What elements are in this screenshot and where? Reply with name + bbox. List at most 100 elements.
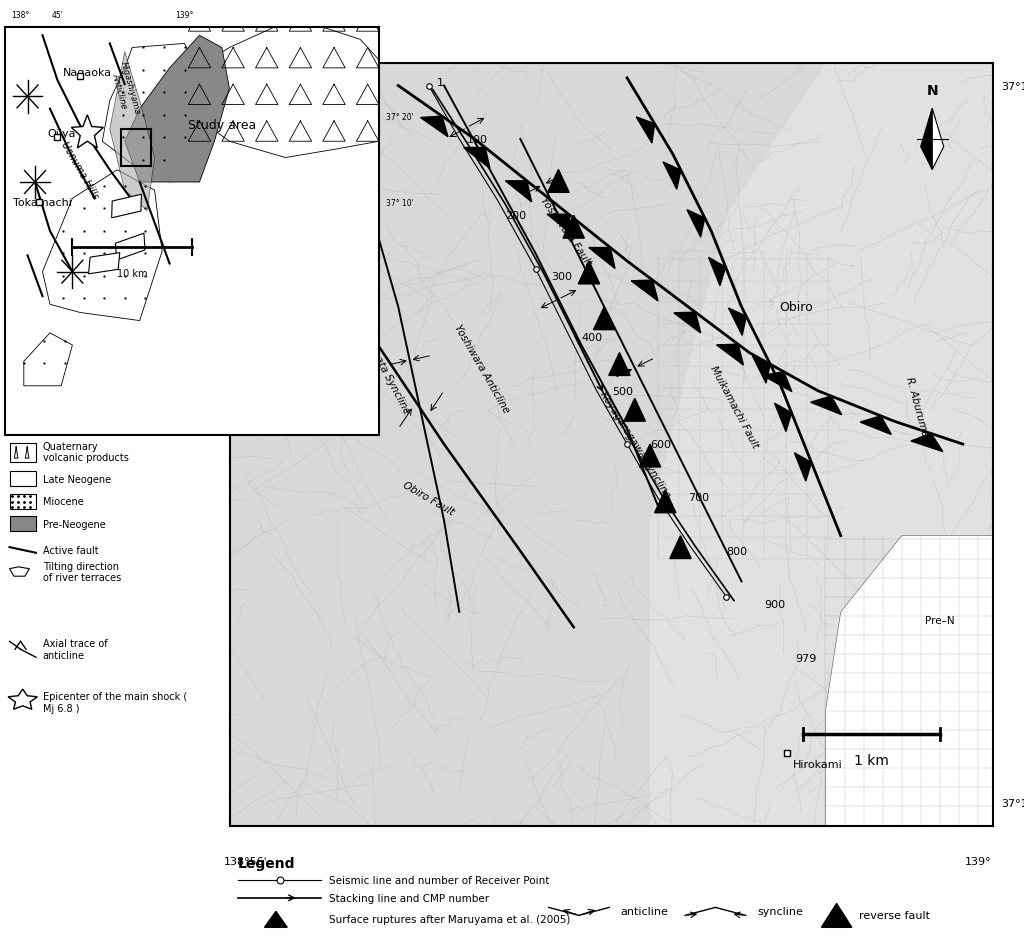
Bar: [121, 130, 151, 167]
Text: Uonuma Hills: Uonuma Hills: [59, 140, 100, 201]
Polygon shape: [860, 417, 891, 435]
Text: Ojiya: Ojiya: [47, 129, 76, 139]
Polygon shape: [184, 28, 379, 158]
Text: 138°56': 138°56': [224, 856, 267, 866]
Polygon shape: [674, 313, 700, 333]
Polygon shape: [624, 399, 645, 422]
Polygon shape: [594, 307, 614, 330]
Polygon shape: [125, 37, 229, 183]
Polygon shape: [650, 64, 993, 826]
Polygon shape: [548, 170, 569, 193]
Text: Study area: Study area: [187, 119, 256, 132]
Text: Higashiyama
Anticline: Higashiyama Anticline: [109, 60, 141, 118]
Text: Obiro: Obiro: [779, 301, 813, 314]
Polygon shape: [547, 215, 573, 236]
Polygon shape: [42, 170, 162, 321]
Text: Muikamachi Fault: Muikamachi Fault: [708, 363, 760, 449]
Text: 37° 10': 37° 10': [386, 198, 414, 208]
Polygon shape: [709, 258, 726, 286]
Text: Yoshiwara Fault: Yoshiwara Fault: [539, 195, 594, 268]
Polygon shape: [24, 333, 73, 387]
Polygon shape: [506, 182, 531, 202]
Polygon shape: [687, 211, 705, 238]
Text: 600: 600: [650, 440, 671, 449]
Polygon shape: [112, 195, 141, 219]
Polygon shape: [717, 344, 743, 366]
Text: Late Neogene: Late Neogene: [43, 475, 111, 484]
Polygon shape: [639, 445, 660, 467]
Polygon shape: [464, 148, 489, 169]
Text: Surface ruptures after Maruyama et al. (2005): Surface ruptures after Maruyama et al. (…: [329, 914, 570, 925]
Polygon shape: [811, 397, 842, 416]
Text: 400: 400: [582, 333, 602, 343]
Text: Tokamachi: Tokamachi: [13, 198, 72, 208]
Text: Axial trace of
anticline: Axial trace of anticline: [43, 638, 108, 661]
Polygon shape: [670, 536, 691, 559]
Polygon shape: [102, 44, 200, 183]
Text: 200: 200: [505, 211, 526, 221]
Text: 37°15': 37°15': [1000, 797, 1024, 808]
Bar: [9, 517, 36, 532]
Text: Koyagaragawa Syncline: Koyagaragawa Syncline: [598, 389, 672, 500]
Polygon shape: [921, 110, 932, 170]
Text: syncline: syncline: [757, 906, 803, 916]
Text: Obiro Fault: Obiro Fault: [401, 479, 456, 517]
Polygon shape: [825, 536, 993, 826]
Polygon shape: [579, 262, 600, 285]
Polygon shape: [88, 254, 120, 274]
Polygon shape: [753, 357, 770, 384]
Text: Tilting direction
of river terraces: Tilting direction of river terraces: [43, 561, 121, 583]
Polygon shape: [821, 903, 852, 928]
Bar: [9, 494, 36, 509]
Text: 1 km: 1 km: [854, 753, 889, 768]
Text: 139°: 139°: [175, 11, 194, 21]
Polygon shape: [728, 309, 746, 336]
Polygon shape: [609, 353, 630, 376]
Text: 979: 979: [795, 653, 816, 663]
Polygon shape: [763, 373, 792, 392]
Polygon shape: [563, 216, 585, 239]
Text: anticline: anticline: [621, 906, 669, 916]
Text: 10 km: 10 km: [117, 269, 147, 278]
Text: Epicenter of the main shock (
Mj 6.8 ): Epicenter of the main shock ( Mj 6.8 ): [43, 692, 186, 713]
Text: Quaternary
volcanic products: Quaternary volcanic products: [43, 441, 128, 463]
Polygon shape: [774, 403, 792, 432]
Text: 500: 500: [612, 387, 633, 396]
Polygon shape: [911, 434, 943, 452]
Text: Yoshiwara Anticline: Yoshiwara Anticline: [453, 322, 512, 415]
Text: reverse fault: reverse fault: [859, 911, 931, 920]
Text: Miocene: Miocene: [43, 497, 83, 506]
Text: 700: 700: [688, 493, 710, 503]
Text: Koshimata Syncline: Koshimata Syncline: [354, 321, 412, 416]
Polygon shape: [9, 567, 30, 577]
Text: 100: 100: [467, 135, 487, 145]
Text: 138°: 138°: [11, 11, 30, 21]
Text: Hirokami: Hirokami: [793, 760, 843, 769]
Text: Active fault: Active fault: [43, 546, 98, 555]
Text: 139°: 139°: [965, 856, 991, 866]
Text: 45': 45': [51, 11, 63, 21]
Polygon shape: [116, 234, 145, 261]
Text: R. Aburuma: R. Aburuma: [904, 375, 930, 437]
Text: Stacking line and CMP number: Stacking line and CMP number: [329, 893, 489, 903]
Polygon shape: [110, 52, 155, 212]
Text: 800: 800: [726, 547, 748, 556]
Polygon shape: [636, 118, 654, 144]
Polygon shape: [654, 490, 676, 513]
Text: 900: 900: [764, 600, 785, 609]
Text: Nagaoka: Nagaoka: [62, 68, 112, 78]
Polygon shape: [631, 281, 658, 301]
Polygon shape: [421, 117, 449, 138]
Polygon shape: [664, 163, 681, 190]
Text: 37° 20': 37° 20': [386, 113, 414, 123]
Bar: [9, 472, 36, 487]
Text: Pre–N: Pre–N: [925, 615, 954, 625]
Polygon shape: [264, 912, 287, 928]
Polygon shape: [589, 248, 615, 270]
Text: Pre-Neogene: Pre-Neogene: [43, 519, 105, 529]
Polygon shape: [795, 453, 811, 482]
Polygon shape: [8, 689, 38, 709]
Bar: [9, 444, 36, 462]
Text: 300: 300: [551, 272, 571, 282]
Text: 1: 1: [436, 78, 443, 88]
